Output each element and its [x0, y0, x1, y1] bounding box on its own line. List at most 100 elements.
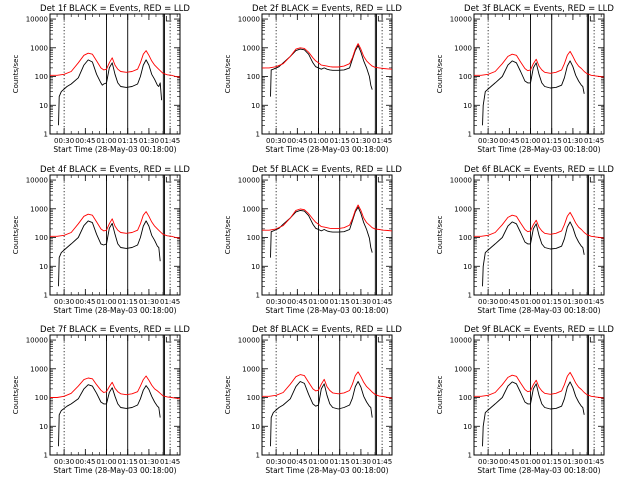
y-tick-label: 1 — [468, 292, 472, 300]
x-axis-label: Start Time (28-May-03 00:18:00) — [53, 145, 176, 154]
y-tick-label: 100 — [247, 234, 260, 242]
x-tick-label: 01:30 — [563, 458, 583, 466]
panel-title: Det 8f BLACK = Events, RED = LLD — [252, 325, 402, 335]
events-series-line — [270, 381, 373, 447]
y-tick-label: 1000 — [30, 44, 48, 52]
x-tick-label: 00:30 — [54, 458, 74, 466]
interval-bracket-mark — [165, 177, 172, 183]
panel-title: Det 3f BLACK = Events, RED = LLD — [464, 4, 614, 14]
x-tick-label: 00:45 — [75, 298, 95, 306]
y-tick-label: 100 — [459, 73, 472, 81]
x-tick-label: 00:30 — [478, 458, 498, 466]
x-tick-label: 01:15 — [118, 137, 138, 145]
lld-series-line — [262, 43, 393, 70]
y-tick-label: 1 — [256, 452, 260, 460]
x-tick-label: 01:45 — [584, 298, 604, 306]
y-tick-label: 1000 — [242, 365, 260, 373]
y-axis-label: Counts/sec — [12, 376, 20, 415]
x-tick-label: 00:30 — [266, 137, 286, 145]
chart-panel-1: Det 1f BLACK = Events, RED = LLD 1 10 100 10… — [12, 4, 190, 154]
interval-bracket-mark — [165, 337, 172, 343]
interval-bracket-mark — [377, 177, 384, 183]
x-tick-label: 01:45 — [160, 458, 180, 466]
y-tick-label: 1 — [468, 452, 472, 460]
x-tick-label: 00:30 — [266, 458, 286, 466]
y-tick-label: 10000 — [238, 177, 260, 185]
x-tick-label: 01:15 — [330, 137, 350, 145]
x-tick-label: 01:15 — [118, 458, 138, 466]
y-tick-label: 10000 — [450, 177, 472, 185]
panel-title: Det 6f BLACK = Events, RED = LLD — [464, 165, 614, 175]
y-axis-label: Counts/sec — [12, 216, 20, 255]
x-tick-label: 01:30 — [351, 298, 371, 306]
y-tick-label: 100 — [247, 394, 260, 402]
x-tick-label: 01:45 — [372, 298, 392, 306]
y-tick-label: 1000 — [30, 365, 48, 373]
panel-title: Det 2f BLACK = Events, RED = LLD — [252, 4, 402, 14]
y-axis-label: Counts/sec — [436, 376, 444, 415]
x-axis-label: Start Time (28-May-03 00:18:00) — [477, 306, 600, 315]
y-tick-label: 10000 — [450, 16, 472, 24]
plot-frame — [261, 174, 393, 296]
x-tick-label: 01:30 — [563, 137, 583, 145]
y-axis-label: Counts/sec — [224, 55, 232, 94]
x-axis-label: Start Time (28-May-03 00:18:00) — [265, 306, 388, 315]
lld-series-line — [262, 204, 393, 232]
y-tick-label: 10000 — [26, 16, 48, 24]
x-tick-label: 01:00 — [308, 298, 328, 306]
plot-frame — [261, 334, 393, 456]
x-tick-label: 00:30 — [266, 298, 286, 306]
x-tick-label: 01:45 — [584, 137, 604, 145]
chart-panel-3: Det 3f BLACK = Events, RED = LLD 1 10 100 10… — [436, 4, 614, 154]
x-tick-label: 00:30 — [54, 137, 74, 145]
y-tick-label: 10 — [39, 423, 48, 431]
x-tick-label: 01:45 — [372, 137, 392, 145]
panel-title: Det 9f BLACK = Events, RED = LLD — [464, 325, 614, 335]
plot-frame — [49, 334, 181, 456]
x-axis-label: Start Time (28-May-03 00:18:00) — [53, 466, 176, 475]
x-tick-label: 00:45 — [287, 137, 307, 145]
x-tick-label: 01:15 — [330, 458, 350, 466]
y-tick-label: 100 — [459, 394, 472, 402]
x-tick-label: 01:00 — [520, 458, 540, 466]
panel-title: Det 7f BLACK = Events, RED = LLD — [40, 325, 190, 335]
events-series-line — [482, 221, 585, 287]
y-tick-label: 1000 — [454, 44, 472, 52]
plot-frame — [49, 13, 181, 135]
y-tick-label: 10 — [463, 263, 472, 271]
plot-frame — [261, 13, 393, 135]
chart-panel-6: Det 6f BLACK = Events, RED = LLD 1 10 100 10… — [436, 165, 614, 315]
x-axis-label: Start Time (28-May-03 00:18:00) — [477, 145, 600, 154]
x-tick-label: 01:15 — [118, 298, 138, 306]
events-series-line — [58, 220, 161, 287]
x-tick-label: 01:00 — [308, 458, 328, 466]
y-tick-label: 10000 — [450, 337, 472, 345]
x-tick-label: 00:45 — [499, 298, 519, 306]
chart-panel-9: Det 9f BLACK = Events, RED = LLD 1 10 100 10… — [436, 325, 614, 475]
y-tick-label: 100 — [35, 394, 48, 402]
interval-bracket-mark — [589, 337, 596, 343]
interval-bracket-mark — [589, 177, 596, 183]
y-tick-label: 10000 — [238, 16, 260, 24]
events-series-line — [58, 59, 163, 126]
lld-series-line — [474, 50, 605, 78]
y-tick-label: 100 — [35, 234, 48, 242]
x-tick-label: 01:15 — [542, 298, 562, 306]
chart-panel-5: Det 5f BLACK = Events, RED = LLD 1 10 100 10… — [224, 165, 402, 315]
y-axis-label: Counts/sec — [436, 216, 444, 255]
y-tick-label: 10 — [463, 102, 472, 110]
x-tick-label: 01:45 — [160, 298, 180, 306]
y-tick-label: 1 — [44, 292, 48, 300]
x-tick-label: 01:45 — [584, 458, 604, 466]
x-tick-label: 01:00 — [96, 298, 116, 306]
x-tick-label: 01:15 — [330, 298, 350, 306]
events-series-line — [58, 384, 161, 447]
y-tick-label: 100 — [247, 73, 260, 81]
x-axis-label: Start Time (28-May-03 00:18:00) — [53, 306, 176, 315]
y-tick-label: 1000 — [454, 205, 472, 213]
y-tick-label: 1000 — [242, 205, 260, 213]
x-tick-label: 00:45 — [499, 137, 519, 145]
x-axis-label: Start Time (28-May-03 00:18:00) — [265, 466, 388, 475]
x-tick-label: 00:45 — [499, 458, 519, 466]
y-tick-label: 1 — [256, 131, 260, 139]
